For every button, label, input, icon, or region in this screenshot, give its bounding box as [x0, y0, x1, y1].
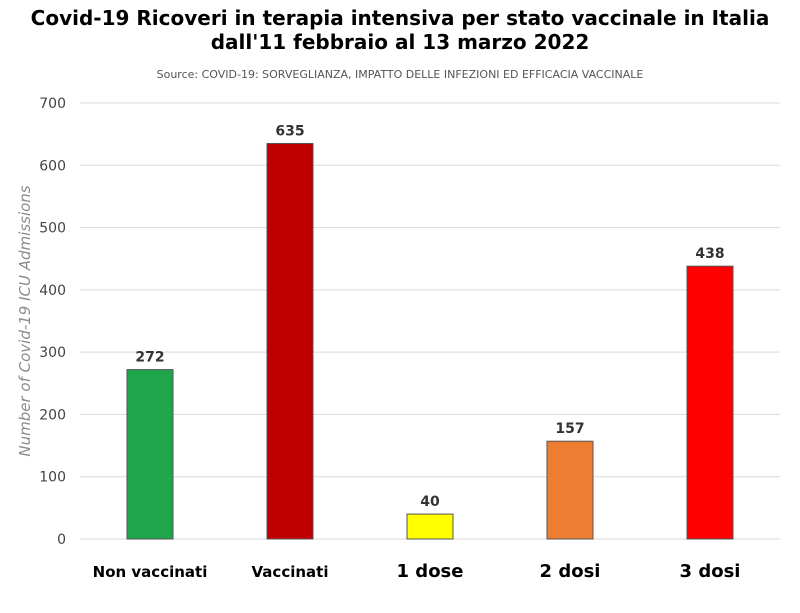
y-tick-label: 700	[39, 96, 66, 112]
chart-title: Covid-19 Ricoveri in terapia intensiva p…	[0, 6, 800, 54]
bar-4	[686, 265, 734, 540]
y-tick-label: 500	[39, 221, 66, 237]
y-axis-label: Number of Covid-19 ICU Admissions	[16, 185, 34, 456]
y-tick-label: 400	[39, 283, 66, 299]
x-tick-label: 2 dosi	[540, 561, 601, 582]
y-tick-label: 600	[39, 158, 66, 174]
y-tick-label: 300	[39, 345, 66, 361]
bar-1	[266, 142, 314, 540]
data-label: 438	[695, 246, 724, 262]
chart-title-line-1: Covid-19 Ricoveri in terapia intensiva p…	[30, 6, 770, 30]
x-tick-label: Vaccinati	[252, 563, 329, 581]
y-tick-label: 200	[39, 407, 66, 423]
data-label: 40	[420, 494, 440, 510]
bar-3	[546, 440, 594, 540]
data-label: 272	[135, 350, 164, 366]
data-label: 635	[275, 123, 304, 139]
y-tick-label: 0	[57, 532, 66, 548]
data-label: 157	[555, 421, 584, 437]
bar-0	[126, 369, 174, 540]
chart-source: Source: COVID-19: SORVEGLIANZA, IMPATTO …	[156, 68, 644, 81]
x-tick-label: Non vaccinati	[93, 563, 208, 581]
y-tick-label: 100	[39, 470, 66, 486]
chart-title-line-2: dall'11 febbraio al 13 marzo 2022	[210, 30, 590, 54]
x-tick-label: 3 dosi	[680, 561, 741, 582]
x-tick-label: 1 dose	[397, 561, 464, 582]
bar-2	[406, 513, 454, 540]
